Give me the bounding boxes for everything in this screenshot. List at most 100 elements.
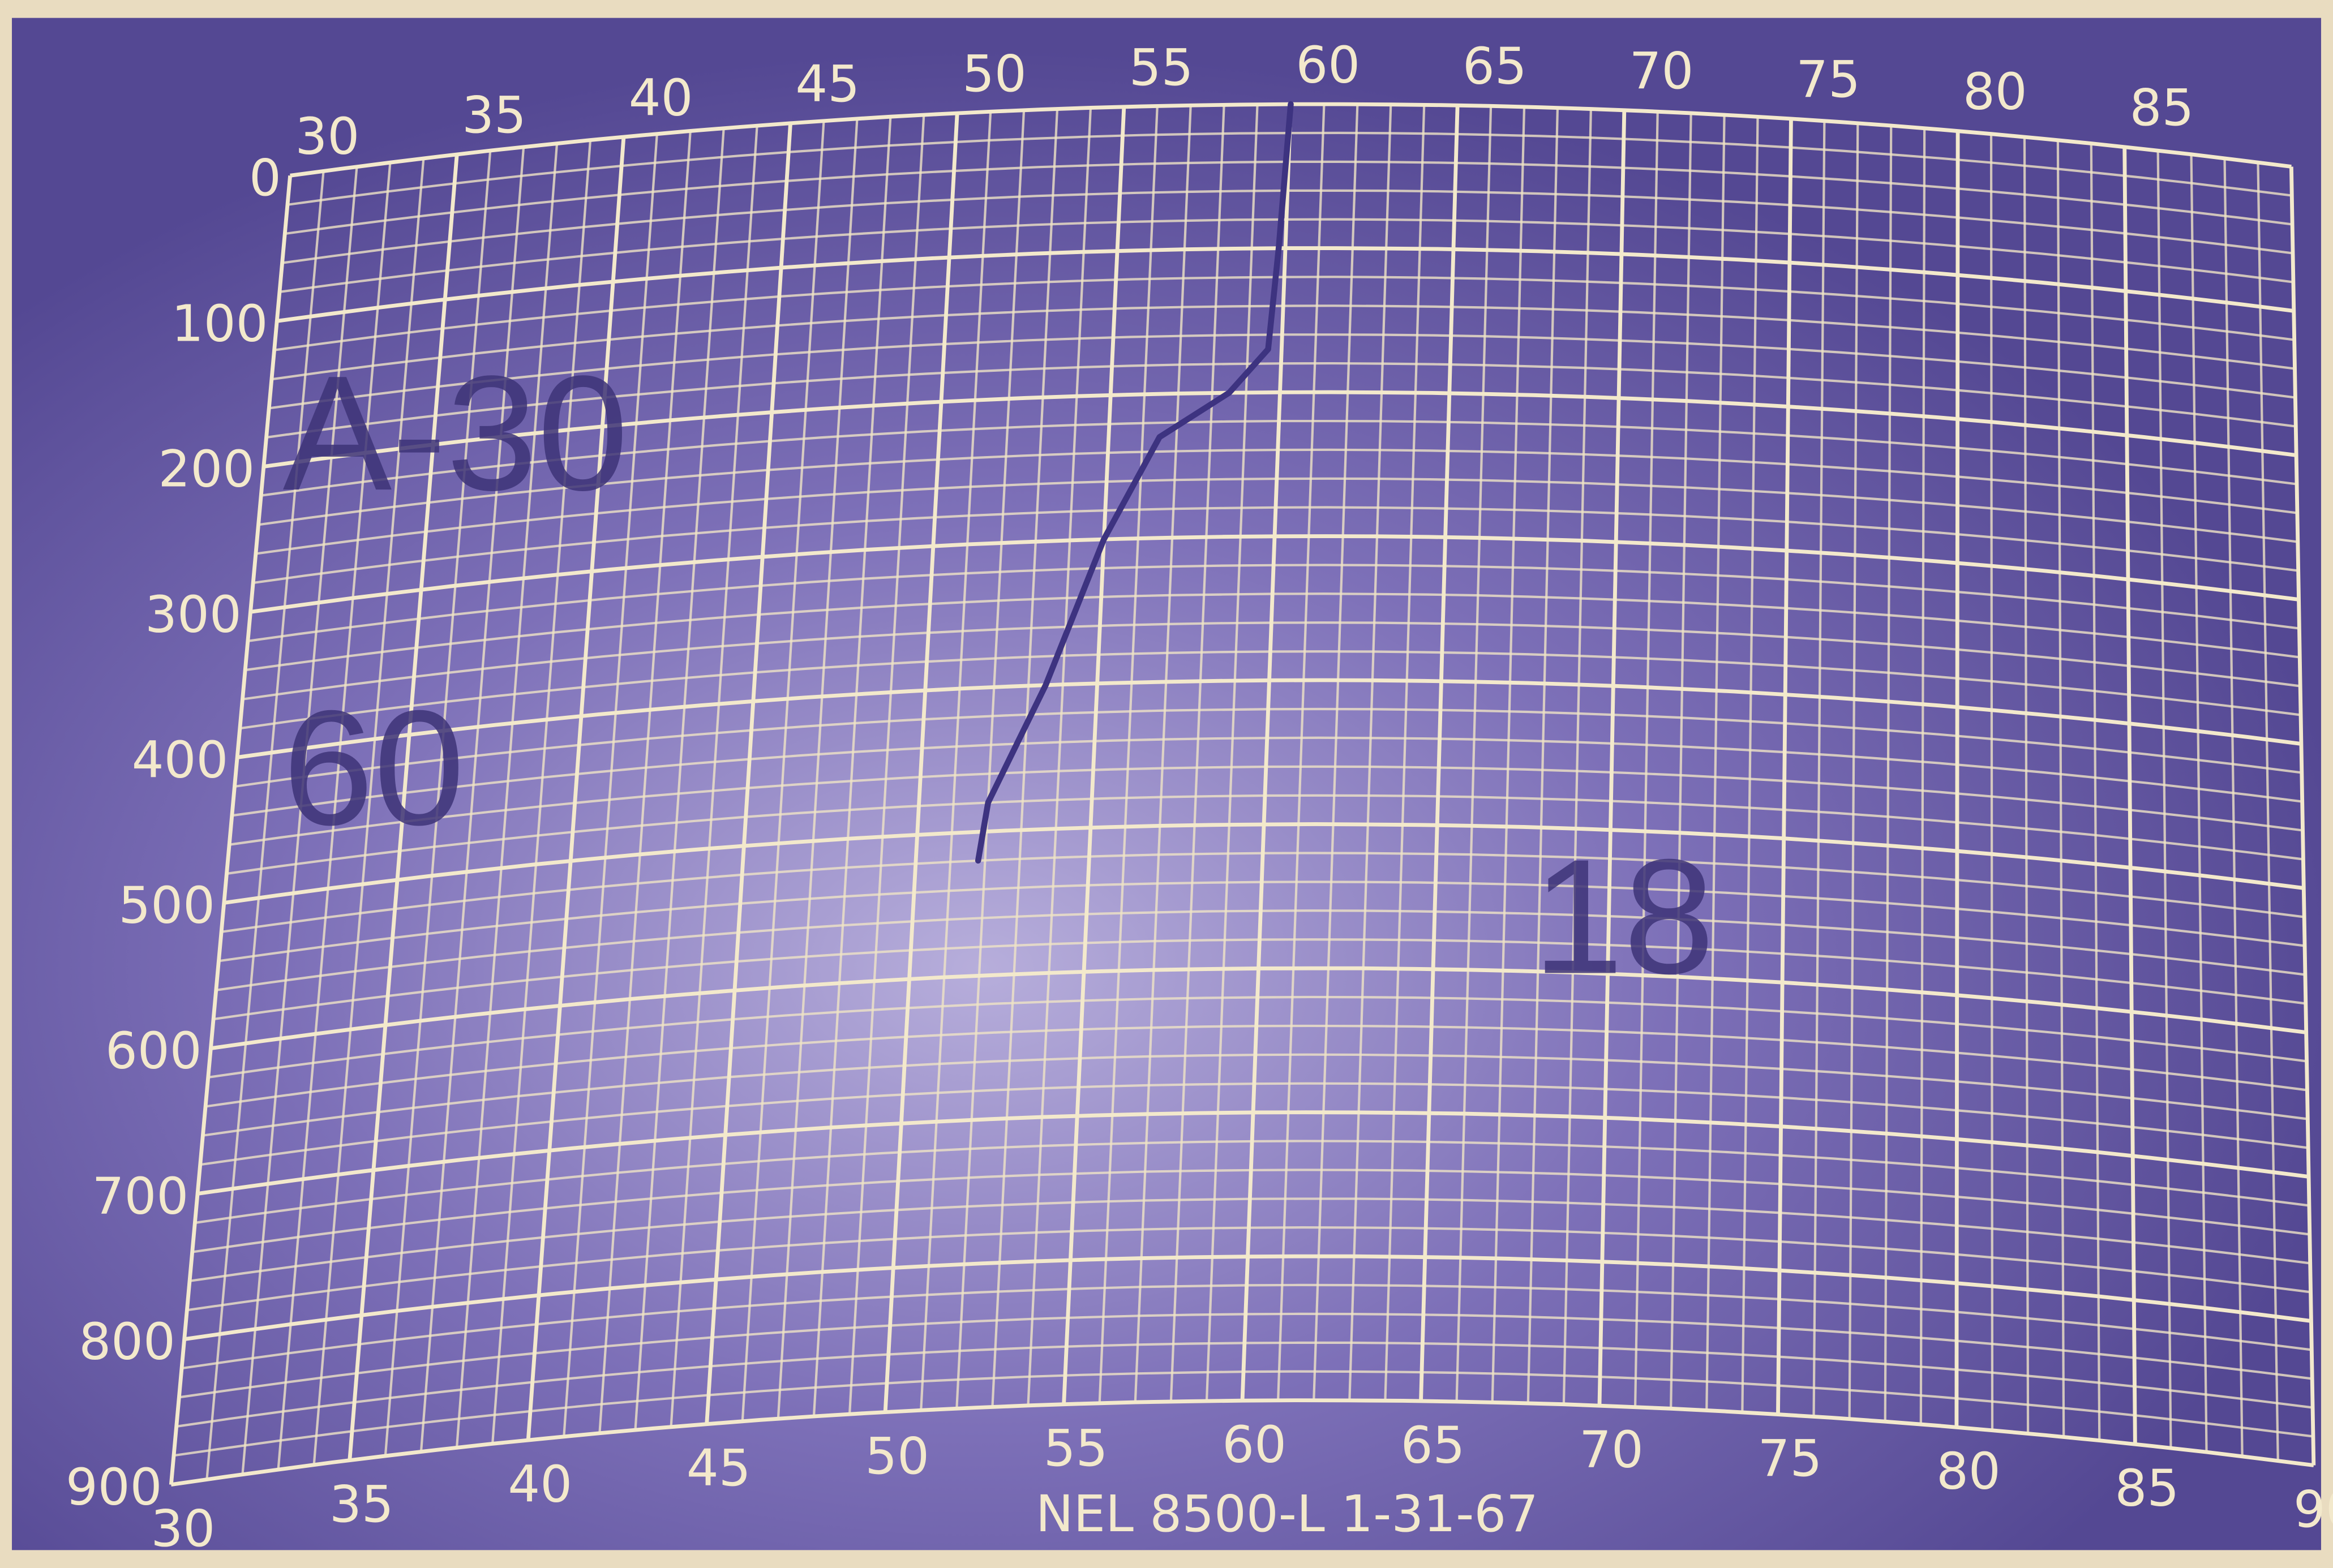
grid-line xyxy=(883,113,959,1412)
y-tick-label: 900 xyxy=(66,1458,162,1517)
grid-line xyxy=(263,390,2297,469)
minor-grid-line xyxy=(2090,143,2101,1441)
y-tick-label: 100 xyxy=(171,294,268,353)
x-tick-label: 85 xyxy=(2115,1459,2180,1518)
minor-grid-line xyxy=(1670,113,1692,1409)
minor-grid-line xyxy=(1705,114,1726,1411)
minor-grid-line xyxy=(2056,140,2065,1437)
grid-line xyxy=(2122,147,2137,1445)
annotation: 18 xyxy=(1533,826,1715,1008)
x-tick-label: 45 xyxy=(687,1439,751,1498)
y-tick-label: 500 xyxy=(118,876,215,935)
x-tick-label: 40 xyxy=(508,1455,572,1514)
minor-grid-line xyxy=(812,117,892,1417)
x-tick-label: 60 xyxy=(1222,1416,1286,1475)
grid-line xyxy=(224,822,2304,905)
minor-grid-line xyxy=(920,111,992,1411)
minor-grid-line xyxy=(1989,134,1994,1430)
caption: NEL 8500-L 1-31-67 xyxy=(1036,1485,1538,1544)
grid-line xyxy=(170,1398,2314,1487)
minor-grid-line xyxy=(777,118,859,1419)
minor-grid-line xyxy=(1741,117,1759,1412)
minor-grid-line xyxy=(384,150,492,1457)
x-tick-label-top: 65 xyxy=(1463,37,1527,96)
x-tick-label: 65 xyxy=(1401,1416,1465,1475)
x-tick-label-top: 70 xyxy=(1629,42,1694,101)
grid-line xyxy=(1419,105,1460,1402)
y-tick-label: 800 xyxy=(79,1313,175,1372)
annotation: A-30 xyxy=(282,342,628,525)
grid-line xyxy=(1240,104,1293,1401)
minor-grid-line xyxy=(741,121,825,1421)
grid-line xyxy=(1597,110,1627,1406)
grid-line xyxy=(705,123,792,1424)
minor-grid-line xyxy=(563,134,658,1437)
minor-grid-line xyxy=(2223,158,2244,1457)
x-tick-label-top: 60 xyxy=(1296,36,1360,94)
y-tick-label: 400 xyxy=(132,731,229,789)
grid xyxy=(169,102,2316,1487)
x-tick-label: 80 xyxy=(1936,1442,2001,1501)
minor-grid-line xyxy=(598,131,692,1433)
grid-line xyxy=(169,175,293,1485)
minor-grid-line xyxy=(1098,106,1159,1403)
minor-grid-line xyxy=(991,109,1059,1407)
minor-grid-line xyxy=(491,140,592,1444)
minor-grid-line xyxy=(1384,105,1426,1401)
x-tick-label-top: 80 xyxy=(1963,63,2027,122)
grid-line xyxy=(526,136,626,1441)
minor-grid-line xyxy=(1526,108,1559,1403)
x-tick-label: 75 xyxy=(1758,1429,1822,1488)
x-tick-label: 90 xyxy=(2293,1480,2333,1539)
minor-grid-line xyxy=(1562,109,1592,1404)
y-tick-label: 200 xyxy=(158,440,255,499)
minor-grid-line xyxy=(670,125,758,1427)
minor-grid-line xyxy=(634,128,725,1430)
x-tick-label-top: 50 xyxy=(962,45,1027,104)
y-tick-label: 700 xyxy=(92,1167,189,1226)
grid-line xyxy=(1062,106,1126,1404)
x-tick-label: 35 xyxy=(329,1475,394,1534)
minor-grid-line xyxy=(312,158,425,1465)
minor-grid-line xyxy=(2190,154,2208,1453)
minor-grid-line xyxy=(1455,106,1493,1402)
minor-grid-line xyxy=(1134,105,1192,1403)
x-tick-label: 55 xyxy=(1044,1419,1108,1478)
grid-line xyxy=(348,154,459,1460)
minor-grid-line xyxy=(955,110,1026,1409)
minor-grid-line xyxy=(1812,121,1826,1417)
x-tick-label: 30 xyxy=(151,1500,215,1558)
annotation: 60 xyxy=(282,677,465,860)
grid-line xyxy=(250,534,2299,614)
minor-grid-line xyxy=(2023,136,2030,1434)
y-tick-label: 0 xyxy=(249,149,281,208)
trace xyxy=(975,101,1294,864)
minor-grid-line xyxy=(1848,123,1859,1419)
minor-grid-line xyxy=(2156,151,2172,1449)
y-tick-label: 600 xyxy=(105,1021,202,1080)
minor-grid-line xyxy=(1919,128,1926,1425)
minor-grid-line xyxy=(1169,105,1225,1402)
x-tick-label-top: 85 xyxy=(2130,79,2194,138)
minor-grid-line xyxy=(241,166,358,1475)
minor-grid-line xyxy=(1348,104,1392,1401)
grid-line xyxy=(184,1254,2311,1341)
x-tick-label-top: 40 xyxy=(629,68,693,127)
x-tick-label-top: 30 xyxy=(295,108,359,166)
x-tick-label-top: 55 xyxy=(1129,38,1194,97)
minor-grid-line xyxy=(1633,111,1659,1407)
y-tick-label: 300 xyxy=(145,585,242,644)
grid-line xyxy=(2289,166,2316,1466)
x-tick-label-top: 75 xyxy=(1796,50,1860,109)
grid-line xyxy=(276,246,2295,323)
minor-grid-line xyxy=(205,171,325,1480)
x-tick-label-top: 45 xyxy=(795,55,860,114)
minor-grid-line xyxy=(1205,104,1259,1401)
grid-line xyxy=(1776,118,1793,1415)
minor-grid-line xyxy=(848,114,925,1415)
grid-line xyxy=(211,966,2307,1051)
minor-grid-line xyxy=(1491,106,1526,1403)
grid-line xyxy=(1954,131,1960,1428)
